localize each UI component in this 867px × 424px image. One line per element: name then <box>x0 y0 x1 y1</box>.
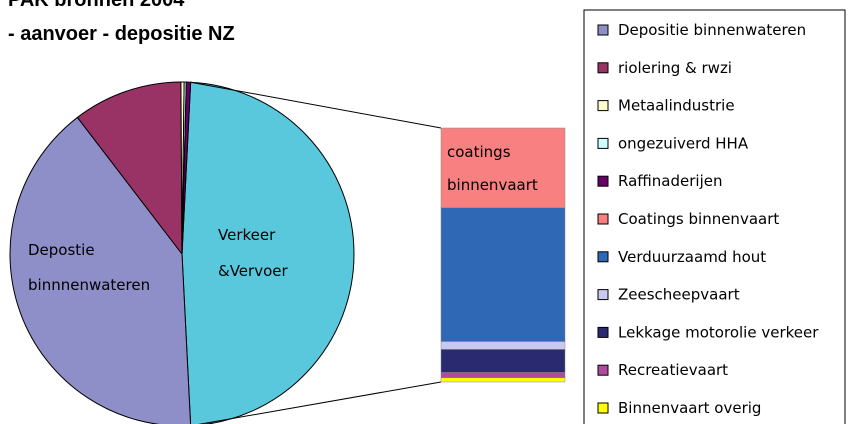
legend-label: Verduurzaamd hout <box>618 248 766 266</box>
pie-slice <box>181 81 192 255</box>
legend-label: Zeescheepvaart <box>618 286 740 304</box>
pie-slice <box>76 81 183 256</box>
bar-segment <box>440 341 566 350</box>
bar-segment <box>440 377 566 383</box>
bar-segment <box>440 349 566 373</box>
legend-swatch <box>597 137 609 149</box>
data-label: coatings <box>447 143 511 161</box>
data-label: binnenvaart <box>447 176 538 194</box>
chart-title: PAK bronnen 2004 <box>8 0 185 11</box>
legend-swatch <box>597 289 609 301</box>
legend-label: Raffinaderijen <box>618 172 722 190</box>
bar-segment <box>440 207 566 342</box>
bar-segment <box>440 127 566 209</box>
legend-swatch <box>597 251 609 263</box>
legend-swatch <box>597 24 609 36</box>
legend-label: Lekkage motorolie verkeer <box>618 323 819 341</box>
legend-label: Binnenvaart overig <box>618 399 761 417</box>
legend-label: riolering & rwzi <box>618 59 732 77</box>
data-label: &Vervoer <box>218 262 288 280</box>
legend-box <box>583 9 846 424</box>
legend-swatch <box>597 175 609 187</box>
bar-segment <box>440 372 566 379</box>
pie-slice-other <box>181 81 355 424</box>
legend-swatch <box>597 326 609 338</box>
pie-slice <box>9 116 192 424</box>
connector <box>190 81 442 129</box>
data-label: Depostie <box>28 241 95 259</box>
legend-swatch <box>597 100 609 112</box>
legend-label: Depositie binnenwateren <box>618 21 806 39</box>
legend-swatch <box>597 213 609 225</box>
legend-label: ongezuiverd HHA <box>618 134 749 152</box>
chart-subtitle: - aanvoer - depositie NZ <box>8 23 235 45</box>
legend-label: Metaalindustrie <box>618 97 735 115</box>
connector <box>197 381 442 424</box>
data-label: binnnenwateren <box>28 276 150 294</box>
legend-swatch <box>597 402 609 414</box>
data-label: Verkeer <box>218 226 276 244</box>
legend-label: Coatings binnenvaart <box>618 210 779 228</box>
legend-swatch <box>597 364 609 376</box>
legend-swatch <box>597 62 609 74</box>
legend-label: Recreatievaart <box>618 361 728 379</box>
